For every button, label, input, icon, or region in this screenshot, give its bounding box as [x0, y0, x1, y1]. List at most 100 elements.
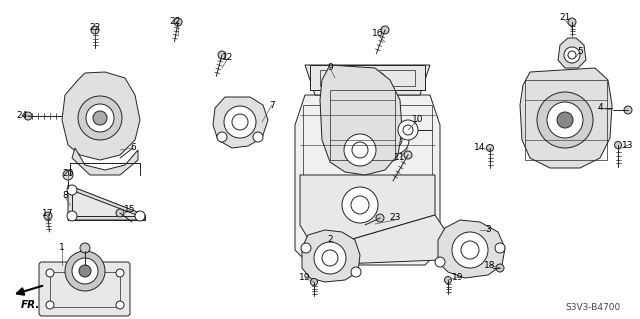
Circle shape	[67, 185, 77, 195]
Circle shape	[91, 26, 99, 34]
Circle shape	[135, 211, 145, 221]
Circle shape	[218, 51, 226, 59]
Text: 22: 22	[170, 18, 180, 26]
Text: 7: 7	[269, 100, 275, 109]
Text: 17: 17	[42, 210, 54, 219]
Polygon shape	[68, 185, 145, 220]
Circle shape	[381, 126, 409, 154]
Circle shape	[301, 243, 311, 253]
Polygon shape	[72, 148, 138, 175]
Circle shape	[486, 145, 493, 152]
Text: 4: 4	[597, 103, 603, 113]
Text: 8: 8	[62, 191, 68, 201]
Circle shape	[344, 134, 376, 166]
Circle shape	[224, 106, 256, 138]
Circle shape	[355, 73, 365, 83]
Text: 16: 16	[372, 29, 384, 39]
Circle shape	[326, 126, 354, 154]
Polygon shape	[295, 95, 440, 265]
Text: 3: 3	[485, 226, 491, 234]
Circle shape	[67, 211, 77, 221]
Circle shape	[46, 269, 54, 277]
Polygon shape	[320, 65, 402, 175]
Circle shape	[335, 73, 345, 83]
Circle shape	[557, 112, 573, 128]
Polygon shape	[558, 38, 586, 68]
Circle shape	[547, 102, 583, 138]
Text: 11: 11	[394, 153, 406, 162]
Text: 9: 9	[327, 63, 333, 72]
Circle shape	[72, 258, 98, 284]
Circle shape	[63, 170, 73, 180]
Circle shape	[46, 301, 54, 309]
Text: FR.: FR.	[20, 300, 40, 310]
Circle shape	[78, 96, 122, 140]
Text: 5: 5	[577, 48, 583, 56]
Circle shape	[44, 212, 52, 220]
Circle shape	[253, 132, 263, 142]
Circle shape	[314, 242, 346, 274]
Polygon shape	[213, 97, 268, 148]
Text: 15: 15	[124, 205, 136, 214]
Circle shape	[375, 73, 385, 83]
Text: 19: 19	[300, 273, 311, 283]
Circle shape	[435, 257, 445, 267]
Polygon shape	[520, 68, 612, 168]
FancyBboxPatch shape	[39, 262, 130, 316]
Circle shape	[614, 142, 621, 149]
Text: 10: 10	[412, 115, 424, 124]
Circle shape	[624, 106, 632, 114]
Text: 12: 12	[222, 54, 234, 63]
Circle shape	[404, 151, 412, 159]
Circle shape	[79, 265, 91, 277]
Text: 23: 23	[389, 213, 401, 222]
Text: 24: 24	[17, 110, 28, 120]
Circle shape	[445, 277, 451, 284]
Text: S3V3-B4700: S3V3-B4700	[565, 303, 621, 313]
Text: 21: 21	[559, 13, 571, 23]
Circle shape	[65, 251, 105, 291]
Bar	[50, 272, 120, 307]
Circle shape	[398, 120, 418, 140]
Bar	[303, 105, 432, 175]
Polygon shape	[438, 220, 505, 278]
Circle shape	[342, 187, 378, 223]
Circle shape	[86, 104, 114, 132]
Text: 6: 6	[130, 144, 136, 152]
Bar	[320, 70, 415, 86]
Circle shape	[564, 47, 580, 63]
Circle shape	[174, 18, 182, 26]
Circle shape	[116, 209, 124, 217]
Circle shape	[351, 267, 361, 277]
Circle shape	[537, 92, 593, 148]
Polygon shape	[302, 230, 360, 282]
Polygon shape	[315, 215, 445, 265]
Text: 14: 14	[474, 144, 486, 152]
Text: 22: 22	[90, 24, 100, 33]
Bar	[330, 90, 395, 160]
Circle shape	[80, 243, 90, 253]
Circle shape	[568, 18, 576, 26]
Circle shape	[496, 264, 504, 272]
Circle shape	[310, 278, 317, 286]
Polygon shape	[68, 185, 145, 220]
Polygon shape	[62, 72, 140, 160]
Bar	[310, 65, 425, 90]
Bar	[525, 80, 607, 160]
Text: 2: 2	[327, 235, 333, 244]
Text: 19: 19	[452, 272, 464, 281]
Text: 18: 18	[484, 261, 496, 270]
Circle shape	[381, 26, 389, 34]
Circle shape	[452, 232, 488, 268]
Text: 1: 1	[59, 243, 65, 253]
Polygon shape	[305, 65, 430, 95]
Circle shape	[116, 269, 124, 277]
Text: 13: 13	[622, 140, 634, 150]
Text: 20: 20	[62, 168, 74, 177]
Circle shape	[116, 301, 124, 309]
Circle shape	[24, 112, 32, 120]
Circle shape	[376, 214, 384, 222]
Circle shape	[495, 243, 505, 253]
Polygon shape	[72, 190, 140, 216]
Circle shape	[93, 111, 107, 125]
